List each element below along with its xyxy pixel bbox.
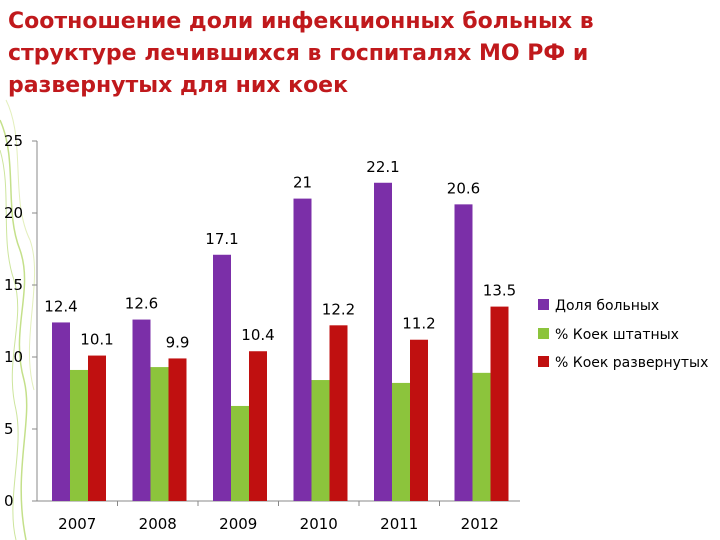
- data-label: 9.9: [166, 333, 190, 351]
- data-label: 17.1: [205, 230, 238, 248]
- page-title: Соотношение доли инфекционных больных в …: [8, 9, 594, 98]
- bar: [311, 380, 330, 501]
- data-label: 20.6: [447, 179, 480, 197]
- y-tick-label: 25: [4, 132, 23, 150]
- chart-bars: [52, 182, 509, 502]
- data-label: 13.5: [483, 282, 516, 300]
- legend-swatch: [538, 299, 549, 310]
- y-tick-label: 0: [4, 492, 14, 510]
- bar: [410, 339, 428, 501]
- bar: [329, 325, 348, 501]
- bar: [168, 358, 187, 501]
- bar: [374, 182, 392, 501]
- legend-swatch: [538, 356, 549, 367]
- data-label: 12.6: [125, 295, 158, 313]
- bar: [293, 198, 312, 501]
- x-tick-label: 2011: [380, 515, 418, 533]
- bar: [249, 351, 267, 501]
- bar: [52, 322, 70, 501]
- x-tick-label: 2008: [139, 515, 177, 533]
- y-tick-label: 5: [4, 420, 14, 438]
- data-label: 22.1: [366, 158, 399, 176]
- data-label: 10.4: [241, 326, 274, 344]
- data-label: 10.1: [80, 331, 113, 349]
- bar: [70, 369, 88, 501]
- y-tick-label: 10: [4, 348, 23, 366]
- x-tick-label: 2009: [219, 515, 257, 533]
- legend-label: Доля больных: [555, 298, 659, 314]
- legend-swatch: [538, 328, 549, 339]
- y-tick-label: 15: [4, 276, 23, 294]
- legend-label: % Коек развернутых: [555, 355, 708, 371]
- data-label: 11.2: [402, 315, 435, 333]
- y-tick-label: 20: [4, 204, 23, 222]
- chart-legend: Доля больных % Коек штатных % Коек разверн…: [538, 298, 708, 371]
- x-tick-label: 2012: [461, 515, 499, 533]
- bar: [213, 254, 231, 501]
- data-label: 12.2: [322, 300, 355, 318]
- bar: [392, 382, 410, 501]
- bar: [231, 405, 249, 501]
- bar: [150, 367, 169, 501]
- x-tick-label: 2010: [300, 515, 338, 533]
- chart-data-labels: 12.4 12.6 17.1 21 22.1 20.6 10.1 9.9 10.4 12.2 11.…: [44, 158, 516, 352]
- bar: [88, 355, 106, 501]
- chart-axes: 0 5 10 15 20 25 2007 2008 2009 2010 2011 2012: [4, 132, 520, 533]
- legend-label: % Коек штатных: [555, 327, 679, 343]
- data-label: 21: [293, 174, 312, 192]
- data-label: 12.4: [44, 297, 77, 315]
- x-tick-label: 2007: [58, 515, 96, 533]
- bar: [454, 204, 473, 502]
- bar: [490, 306, 509, 501]
- bar: [132, 319, 151, 501]
- bar: [472, 372, 491, 501]
